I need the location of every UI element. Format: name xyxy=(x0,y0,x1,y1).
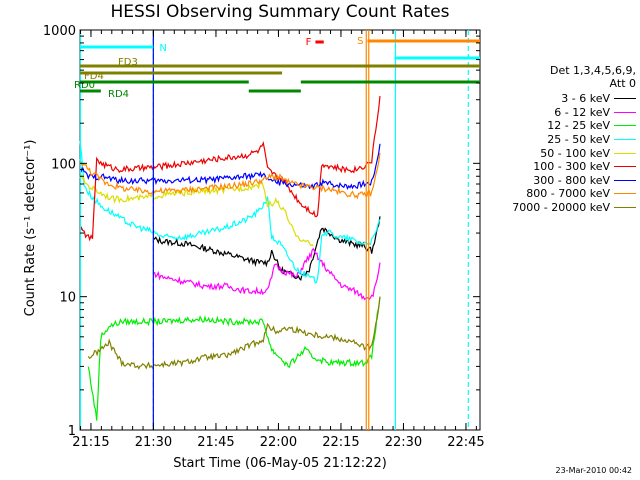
flag-label-4: FD3 xyxy=(118,57,138,68)
y-tick-label-3: 1000 xyxy=(43,24,76,39)
legend-item-label: 300 - 800 keV xyxy=(533,173,610,187)
x-tick-label-6: 22:45 xyxy=(447,435,484,450)
legend-item-label: 7000 - 20000 keV xyxy=(512,201,610,215)
footer-timestamp: 23-Mar-2010 00:42 xyxy=(555,466,633,475)
legend-item: 50 - 100 keV xyxy=(496,146,636,160)
legend-item: 25 - 50 keV xyxy=(496,133,636,147)
legend-item-label: 3 - 6 keV xyxy=(561,92,610,106)
legend-swatch xyxy=(614,139,636,141)
y-axis: 1 10 100 1000 xyxy=(43,24,480,439)
legend-swatch xyxy=(614,193,636,195)
x-axis-label: Start Time (06-May-05 21:12:22) xyxy=(173,456,387,471)
y-tick-label-0: 1 xyxy=(68,424,76,439)
flag-label-5: FD4 xyxy=(84,71,104,82)
legend-swatch xyxy=(614,207,636,209)
x-tick-label-1: 21:30 xyxy=(135,435,172,450)
flag-label-7: RD4 xyxy=(108,89,129,100)
legend-swatch xyxy=(614,98,636,100)
x-tick-label-3: 22:00 xyxy=(260,435,297,450)
series-line-1 xyxy=(153,247,381,301)
legend: Det 1,3,4,5,6,9, Att 0 3 - 6 keV 6 - 12 k… xyxy=(496,64,636,214)
legend-item-label: 800 - 7000 keV xyxy=(526,187,610,201)
legend-swatch xyxy=(614,152,636,154)
y-tick-label-2: 100 xyxy=(51,157,76,172)
series-line-3 xyxy=(79,140,381,284)
flag-label-2: F xyxy=(306,37,312,48)
legend-item-label: 50 - 100 keV xyxy=(540,146,610,160)
legend-item-label: 12 - 25 keV xyxy=(547,119,610,133)
legend-swatch xyxy=(614,125,636,127)
x-tick-label-0: 21:15 xyxy=(72,435,109,450)
x-axis: 21:15 21:30 21:45 22:00 22:15 22:30 22:45 xyxy=(72,30,485,450)
plot-area xyxy=(79,29,481,431)
flag-label-3: S xyxy=(357,36,363,47)
flag-label-0: N xyxy=(159,43,166,54)
legend-item: 12 - 25 keV xyxy=(496,119,636,133)
flag-label-6: RD0 xyxy=(74,80,95,91)
x-tick-label-5: 22:30 xyxy=(385,435,422,450)
x-tick-label-4: 22:15 xyxy=(322,435,359,450)
legend-swatch xyxy=(614,111,636,113)
chart-title: HESSI Observing Summary Count Rates xyxy=(110,2,449,22)
series-line-7 xyxy=(79,152,381,200)
legend-item-label: 25 - 50 keV xyxy=(547,133,610,147)
legend-header-attenuator: Att 0 xyxy=(609,77,636,90)
series-line-0 xyxy=(152,216,381,281)
legend-item-label: 100 - 300 keV xyxy=(533,160,610,174)
series-line-2 xyxy=(87,296,381,421)
legend-item: 300 - 800 keV xyxy=(496,174,636,188)
series-line-6 xyxy=(79,143,381,191)
legend-header-detectors: Det 1,3,4,5,6,9, xyxy=(549,64,636,77)
legend-item: 7000 - 20000 keV xyxy=(496,201,636,215)
legend-swatch xyxy=(614,179,636,181)
series-line-5 xyxy=(79,95,381,242)
y-tick-label-1: 10 xyxy=(59,291,76,306)
y-axis-label: Count Rate (s⁻¹ detector⁻¹) xyxy=(23,140,38,317)
legend-item: 6 - 12 keV xyxy=(496,106,636,120)
legend-item: 800 - 7000 keV xyxy=(496,187,636,201)
legend-item-label: 6 - 12 keV xyxy=(554,105,610,119)
x-tick-label-2: 21:45 xyxy=(197,435,234,450)
series-line-8 xyxy=(87,296,381,370)
legend-item: 100 - 300 keV xyxy=(496,160,636,174)
legend-item: 3 - 6 keV xyxy=(496,92,636,106)
legend-swatch xyxy=(614,166,636,168)
